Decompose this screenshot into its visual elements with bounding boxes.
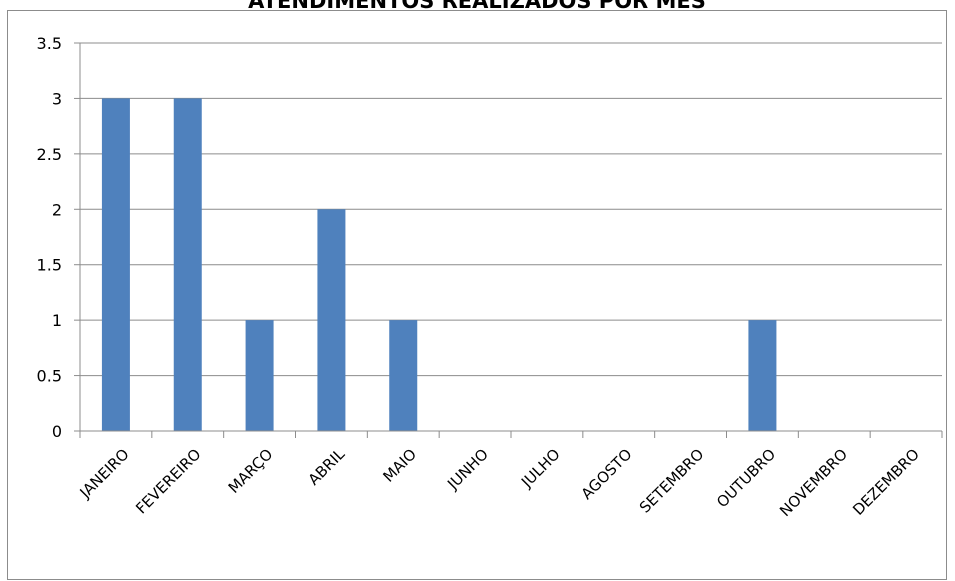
y-tick-label: 1 [52,311,62,330]
chart-border [7,10,947,580]
bar-fevereiro [173,98,202,431]
bar-series [101,98,777,431]
gridlines [80,42,942,377]
y-tick-label: 0.5 [37,367,62,386]
y-tick-label: 2.5 [37,145,62,164]
y-tick-label: 0 [52,422,62,441]
y-tick-label: 3 [52,89,62,108]
bar-março [245,320,274,431]
y-tick-label: 3.5 [37,34,62,53]
bar-maio [389,320,418,431]
y-tick-label: 1.5 [37,256,62,275]
axes [74,42,943,438]
chart-title: ATENDIMENTOS REALIZADOS POR MÊS [248,0,706,13]
y-tick-label: 2 [52,200,62,219]
bar-outubro [748,320,777,431]
y-tick-labels: 0 0.5 1 1.5 2 2.5 3 3.5 [37,34,62,441]
bar-janeiro [101,98,130,431]
bar-abril [317,209,346,431]
